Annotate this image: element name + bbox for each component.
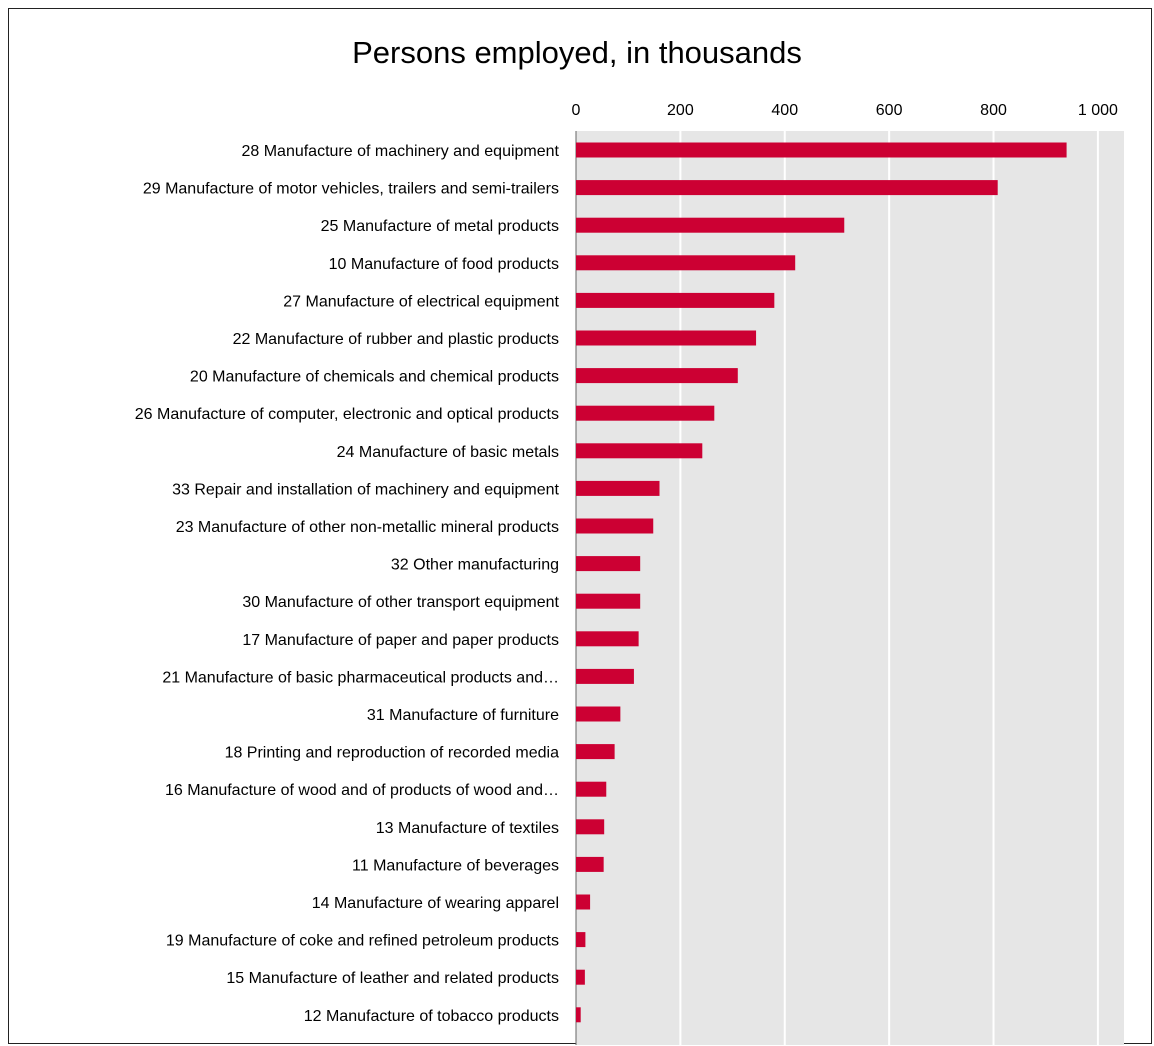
category-label: 26 Manufacture of computer, electronic a… bbox=[135, 406, 559, 423]
category-label: 11 Manufacture of beverages bbox=[352, 857, 559, 874]
category-label: 22 Manufacture of rubber and plastic pro… bbox=[233, 331, 559, 348]
bar bbox=[576, 443, 703, 459]
category-labels: 28 Manufacture of machinery and equipmen… bbox=[135, 143, 560, 1025]
category-label: 32 Other manufacturing bbox=[391, 557, 559, 574]
plot-background bbox=[576, 131, 1124, 1045]
bar bbox=[576, 668, 634, 684]
category-label: 24 Manufacture of basic metals bbox=[337, 444, 559, 461]
x-tick-label: 1 000 bbox=[1078, 102, 1118, 119]
bar bbox=[576, 706, 621, 722]
category-label: 13 Manufacture of textiles bbox=[376, 820, 559, 837]
bar bbox=[576, 180, 998, 196]
bar bbox=[576, 142, 1067, 158]
category-label: 15 Manufacture of leather and related pr… bbox=[226, 970, 559, 987]
x-tick-label: 400 bbox=[771, 102, 798, 119]
category-label: 33 Repair and installation of machinery … bbox=[172, 481, 559, 498]
bar-chart: Persons employed, in thousands 0 200 400 60… bbox=[135, 35, 1124, 1045]
bar bbox=[576, 292, 775, 308]
bar bbox=[576, 405, 715, 421]
category-label: 19 Manufacture of coke and refined petro… bbox=[166, 933, 559, 950]
category-label: 16 Manufacture of wood and of products o… bbox=[165, 782, 559, 799]
category-label: 14 Manufacture of wearing apparel bbox=[312, 895, 559, 912]
bar bbox=[576, 744, 615, 760]
chart-frame: Persons employed, in thousands 0 200 400 60… bbox=[8, 8, 1152, 1045]
plot-area bbox=[575, 131, 1124, 1045]
category-label: 30 Manufacture of other transport equipm… bbox=[242, 594, 559, 611]
bar bbox=[576, 819, 605, 835]
bar bbox=[576, 1007, 581, 1023]
bar bbox=[576, 856, 604, 872]
category-label: 17 Manufacture of paper and paper produc… bbox=[242, 632, 559, 649]
category-label: 18 Printing and reproduction of recorded… bbox=[225, 745, 560, 762]
bar bbox=[576, 969, 585, 985]
bar bbox=[576, 593, 641, 609]
category-label: 25 Manufacture of metal products bbox=[321, 218, 559, 235]
bar bbox=[576, 518, 654, 534]
bar bbox=[576, 556, 641, 572]
bar bbox=[576, 781, 607, 797]
x-tick-label: 200 bbox=[667, 102, 694, 119]
category-label: 12 Manufacture of tobacco products bbox=[304, 1008, 559, 1025]
category-label: 31 Manufacture of furniture bbox=[367, 707, 559, 724]
category-label: 21 Manufacture of basic pharmaceutical p… bbox=[162, 669, 559, 686]
x-tick-label: 800 bbox=[980, 102, 1007, 119]
category-label: 29 Manufacture of motor vehicles, traile… bbox=[143, 181, 559, 198]
bar bbox=[576, 480, 660, 496]
bar bbox=[576, 894, 591, 910]
bar bbox=[576, 330, 757, 346]
bars bbox=[576, 142, 1067, 1023]
bar bbox=[576, 217, 845, 233]
x-tick-label: 0 bbox=[572, 102, 581, 119]
category-label: 23 Manufacture of other non-metallic min… bbox=[176, 519, 559, 536]
category-label: 10 Manufacture of food products bbox=[329, 256, 559, 273]
category-label: 20 Manufacture of chemicals and chemical… bbox=[190, 369, 559, 386]
category-label: 28 Manufacture of machinery and equipmen… bbox=[241, 143, 559, 160]
x-axis-ticks: 0 200 400 600 800 1 000 bbox=[572, 102, 1118, 119]
bar bbox=[576, 631, 639, 647]
bar bbox=[576, 368, 738, 384]
chart-title: Persons employed, in thousands bbox=[352, 35, 802, 70]
bar bbox=[576, 255, 796, 271]
x-tick-label: 600 bbox=[876, 102, 903, 119]
bar bbox=[576, 932, 586, 948]
category-label: 27 Manufacture of electrical equipment bbox=[283, 293, 559, 310]
